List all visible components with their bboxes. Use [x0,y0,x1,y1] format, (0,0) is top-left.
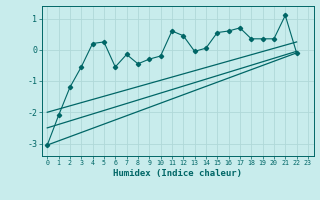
X-axis label: Humidex (Indice chaleur): Humidex (Indice chaleur) [113,169,242,178]
